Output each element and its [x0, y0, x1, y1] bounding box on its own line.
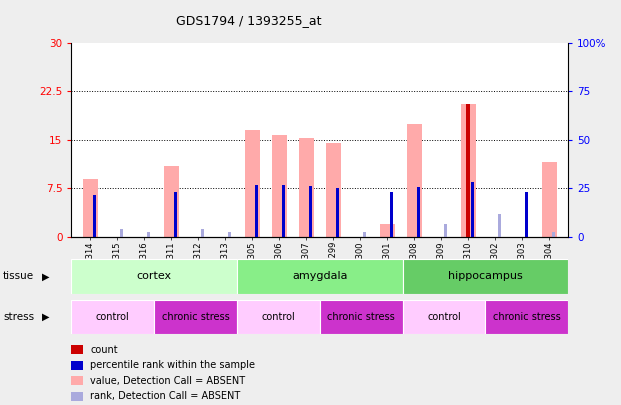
- Bar: [402, 259, 568, 294]
- Text: control: control: [261, 312, 296, 322]
- Bar: [245, 130, 260, 237]
- Bar: [71, 300, 154, 334]
- Bar: [525, 192, 528, 237]
- Text: control: control: [96, 312, 130, 322]
- Text: value, Detection Call = ABSENT: value, Detection Call = ABSENT: [90, 376, 245, 386]
- Bar: [551, 232, 555, 237]
- Bar: [363, 232, 366, 237]
- Text: control: control: [427, 312, 461, 322]
- Bar: [154, 300, 237, 334]
- Text: tissue: tissue: [3, 271, 34, 281]
- Bar: [444, 224, 447, 237]
- Bar: [299, 139, 314, 237]
- Bar: [309, 186, 312, 237]
- Text: cortex: cortex: [137, 271, 172, 281]
- Bar: [272, 134, 287, 237]
- Bar: [71, 259, 237, 294]
- Bar: [461, 104, 476, 237]
- Bar: [174, 192, 177, 237]
- Bar: [320, 300, 402, 334]
- Text: chronic stress: chronic stress: [161, 312, 230, 322]
- Bar: [417, 187, 420, 237]
- Bar: [93, 195, 96, 237]
- Bar: [380, 224, 395, 237]
- Bar: [486, 300, 568, 334]
- Bar: [201, 228, 204, 237]
- Text: count: count: [90, 345, 117, 355]
- Bar: [237, 259, 402, 294]
- Text: chronic stress: chronic stress: [493, 312, 561, 322]
- Bar: [255, 185, 258, 237]
- Bar: [466, 104, 470, 237]
- Bar: [282, 185, 285, 237]
- Bar: [407, 124, 422, 237]
- Bar: [120, 229, 123, 237]
- Text: GDS1794 / 1393255_at: GDS1794 / 1393255_at: [176, 14, 321, 27]
- Bar: [83, 179, 97, 237]
- Bar: [390, 192, 393, 237]
- Text: ▶: ▶: [42, 312, 50, 322]
- Bar: [402, 300, 486, 334]
- Text: chronic stress: chronic stress: [327, 312, 395, 322]
- Bar: [542, 162, 557, 237]
- Bar: [498, 214, 501, 237]
- Bar: [147, 232, 150, 237]
- Bar: [237, 300, 320, 334]
- Text: percentile rank within the sample: percentile rank within the sample: [90, 360, 255, 370]
- Text: hippocampus: hippocampus: [448, 271, 523, 281]
- Text: stress: stress: [3, 312, 34, 322]
- Bar: [336, 188, 339, 237]
- Bar: [326, 143, 341, 237]
- Bar: [228, 232, 231, 237]
- Text: rank, Detection Call = ABSENT: rank, Detection Call = ABSENT: [90, 391, 240, 401]
- Text: ▶: ▶: [42, 271, 50, 281]
- Bar: [164, 166, 179, 237]
- Bar: [471, 182, 474, 237]
- Text: amygdala: amygdala: [292, 271, 348, 281]
